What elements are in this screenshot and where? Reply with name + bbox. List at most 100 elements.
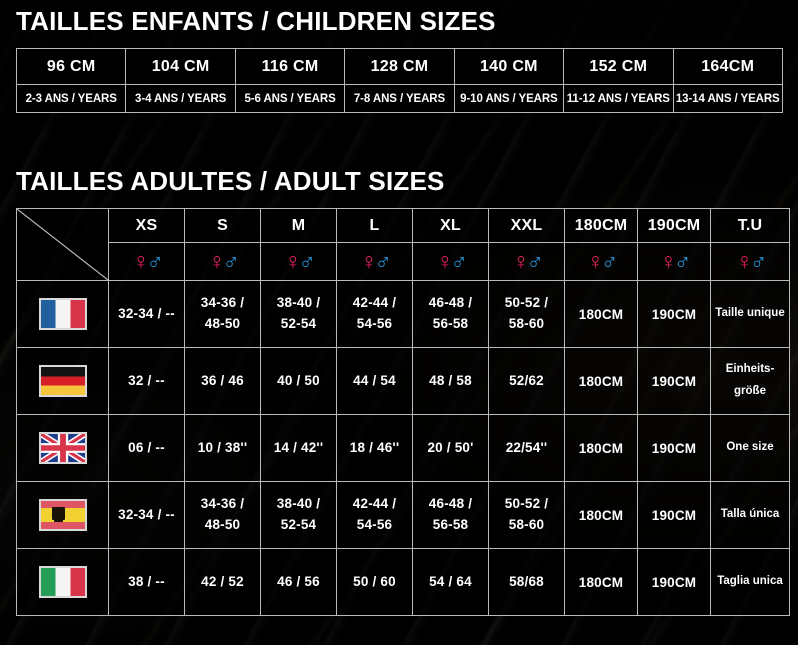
gender-pair: ♀ ♂ — [436, 248, 468, 274]
children-sizes-table: 96 CM 104 CM 116 CM 128 CM 140 CM 152 CM… — [15, 48, 783, 113]
gender-symbols-cell: ♀ ♂ — [488, 242, 565, 281]
children-size-cell: 140 CM — [453, 48, 565, 85]
female-symbol-icon: ♀ — [360, 248, 377, 274]
size-value-cell: 46-48 / 56-58 — [412, 280, 489, 348]
adult-column-header: 180CM — [564, 208, 638, 243]
male-symbol-icon: ♂ — [750, 248, 767, 274]
female-symbol-icon: ♀ — [436, 248, 453, 274]
table-row: 32 / -- 36 / 46 40 / 50 44 / 54 48 / 58 … — [16, 347, 790, 415]
adult-column-header: XXL — [488, 208, 565, 243]
adult-column-header: S — [184, 208, 261, 243]
male-symbol-icon: ♂ — [601, 248, 618, 274]
male-symbol-icon: ♂ — [526, 248, 544, 274]
size-value-cell: 32 / -- — [108, 347, 185, 415]
size-value-cell: 48 / 58 — [412, 347, 489, 415]
country-flag-cell — [16, 481, 109, 549]
female-symbol-icon: ♀ — [208, 248, 225, 274]
female-symbol-icon: ♀ — [132, 248, 149, 274]
size-value-cell: One size — [710, 414, 790, 482]
size-value-cell: 40 / 50 — [260, 347, 337, 415]
size-value-cell: 20 / 50' — [412, 414, 489, 482]
size-value-cell: 42-44 / 54-56 — [336, 481, 413, 549]
size-value-cell: 190CM — [637, 414, 711, 482]
children-age-row: 2-3 ANS / YEARS 3-4 ANS / YEARS 5-6 ANS … — [15, 84, 783, 113]
table-row: 32-34 / -- 34-36 / 48-50 38-40 / 52-54 4… — [16, 481, 790, 549]
adult-gender-row: ♀ ♂ ♀ ♂ ♀ ♂ ♀ ♂ ♀ ♂ ♀ ♂ ♀ ♂ — [17, 242, 790, 281]
size-value-cell: 42 / 52 — [184, 548, 261, 616]
size-value-cell: 34-36 / 48-50 — [184, 280, 261, 348]
flag-uk-icon — [38, 432, 87, 464]
gender-symbols-cell: ♀ ♂ — [564, 242, 638, 281]
female-symbol-icon: ♀ — [586, 248, 604, 274]
size-value-cell: 54 / 64 — [412, 548, 489, 616]
size-value-cell: 10 / 38'' — [184, 414, 261, 482]
size-value-cell: 46-48 / 56-58 — [412, 481, 489, 549]
size-value-cell: 190CM — [637, 280, 711, 348]
gender-symbols-cell: ♀ ♂ — [108, 242, 185, 281]
size-value-cell: 14 / 42'' — [260, 414, 337, 482]
size-value-cell: 32-34 / -- — [108, 481, 185, 549]
adult-column-header: M — [260, 208, 337, 243]
male-symbol-icon: ♂ — [146, 248, 164, 274]
size-value-cell: 190CM — [637, 481, 711, 549]
size-value-cell: Einheits- größe — [710, 347, 790, 415]
size-value-cell: 180CM — [564, 414, 638, 482]
children-age-cell: 5-6 ANS / YEARS — [234, 84, 346, 113]
size-value-cell: 22/54'' — [488, 414, 565, 482]
size-value-cell: 180CM — [564, 548, 638, 616]
gender-pair: ♀ ♂ — [284, 248, 316, 274]
flag-germany-icon — [38, 365, 87, 397]
children-sizes-heading: TAILLES ENFANTS / CHILDREN SIZES — [16, 6, 496, 36]
size-value-cell: 42-44 / 54-56 — [336, 280, 413, 348]
size-value-cell: 36 / 46 — [184, 347, 261, 415]
size-value-cell: 190CM — [637, 347, 711, 415]
male-symbol-icon: ♂ — [674, 248, 691, 274]
gender-pair: ♀ ♂ — [360, 248, 392, 274]
size-value-cell: 34-36 / 48-50 — [184, 481, 261, 549]
corner-diagonal-cell — [16, 208, 109, 281]
size-value-cell: 38-40 / 52-54 — [260, 481, 337, 549]
gender-symbols-cell: ♀ ♂ — [184, 242, 261, 281]
size-value-cell: Taille unique — [710, 280, 790, 348]
female-symbol-icon: ♀ — [659, 248, 677, 274]
country-flag-cell — [16, 548, 109, 616]
table-row: 38 / -- 42 / 52 46 / 56 50 / 60 54 / 64 … — [16, 548, 790, 616]
gender-symbols-cell: ♀ ♂ — [336, 242, 413, 281]
country-flag-cell — [16, 414, 109, 482]
size-value-cell: 18 / 46'' — [336, 414, 413, 482]
gender-pair: ♀ ♂ — [586, 248, 619, 274]
children-age-cell: 7-8 ANS / YEARS — [344, 84, 455, 113]
gender-symbols-cell: ♀ ♂ — [412, 242, 489, 281]
children-size-cell: 104 CM — [125, 48, 236, 85]
children-age-cell: 11-12 ANS / YEARS — [563, 84, 674, 113]
flag-italy-icon — [38, 566, 87, 598]
gender-pair: ♀ ♂ — [132, 248, 164, 274]
children-size-cell: 128 CM — [344, 48, 455, 85]
gender-symbols-cell: ♀ ♂ — [637, 242, 711, 281]
size-value-cell: 50-52 / 58-60 — [488, 280, 565, 348]
gender-pair: ♀ ♂ — [736, 248, 768, 274]
table-row: 06 / -- 10 / 38'' 14 / 42'' 18 / 46'' 20… — [16, 414, 790, 482]
size-value-cell: 38 / -- — [108, 548, 185, 616]
size-value-cell: Taglia unica — [710, 548, 790, 616]
size-value-cell: 50 / 60 — [336, 548, 413, 616]
size-value-cell: Talla única — [710, 481, 790, 549]
size-value-cell: 06 / -- — [108, 414, 185, 482]
size-value-cell: 58/68 — [488, 548, 565, 616]
gender-pair: ♀ ♂ — [659, 248, 692, 274]
gender-pair: ♀ ♂ — [208, 248, 240, 274]
children-size-cell: 164CM — [672, 48, 783, 85]
country-flag-cell — [16, 347, 109, 415]
adult-header-row: XS S M L XL XXL 180CM 190CM T.U — [16, 208, 790, 281]
children-size-row: 96 CM 104 CM 116 CM 128 CM 140 CM 152 CM… — [15, 48, 783, 85]
children-age-cell: 13-14 ANS / YEARS — [672, 84, 783, 113]
male-symbol-icon: ♂ — [222, 248, 240, 274]
male-symbol-icon: ♂ — [298, 248, 316, 274]
male-symbol-icon: ♂ — [450, 248, 468, 274]
size-value-cell: 32-34 / -- — [108, 280, 185, 348]
table-row: 32-34 / -- 34-36 / 48-50 38-40 / 52-54 4… — [16, 280, 790, 348]
adult-column-header: XS — [108, 208, 185, 243]
children-size-cell: 116 CM — [234, 48, 346, 85]
flag-france-icon — [38, 298, 87, 330]
